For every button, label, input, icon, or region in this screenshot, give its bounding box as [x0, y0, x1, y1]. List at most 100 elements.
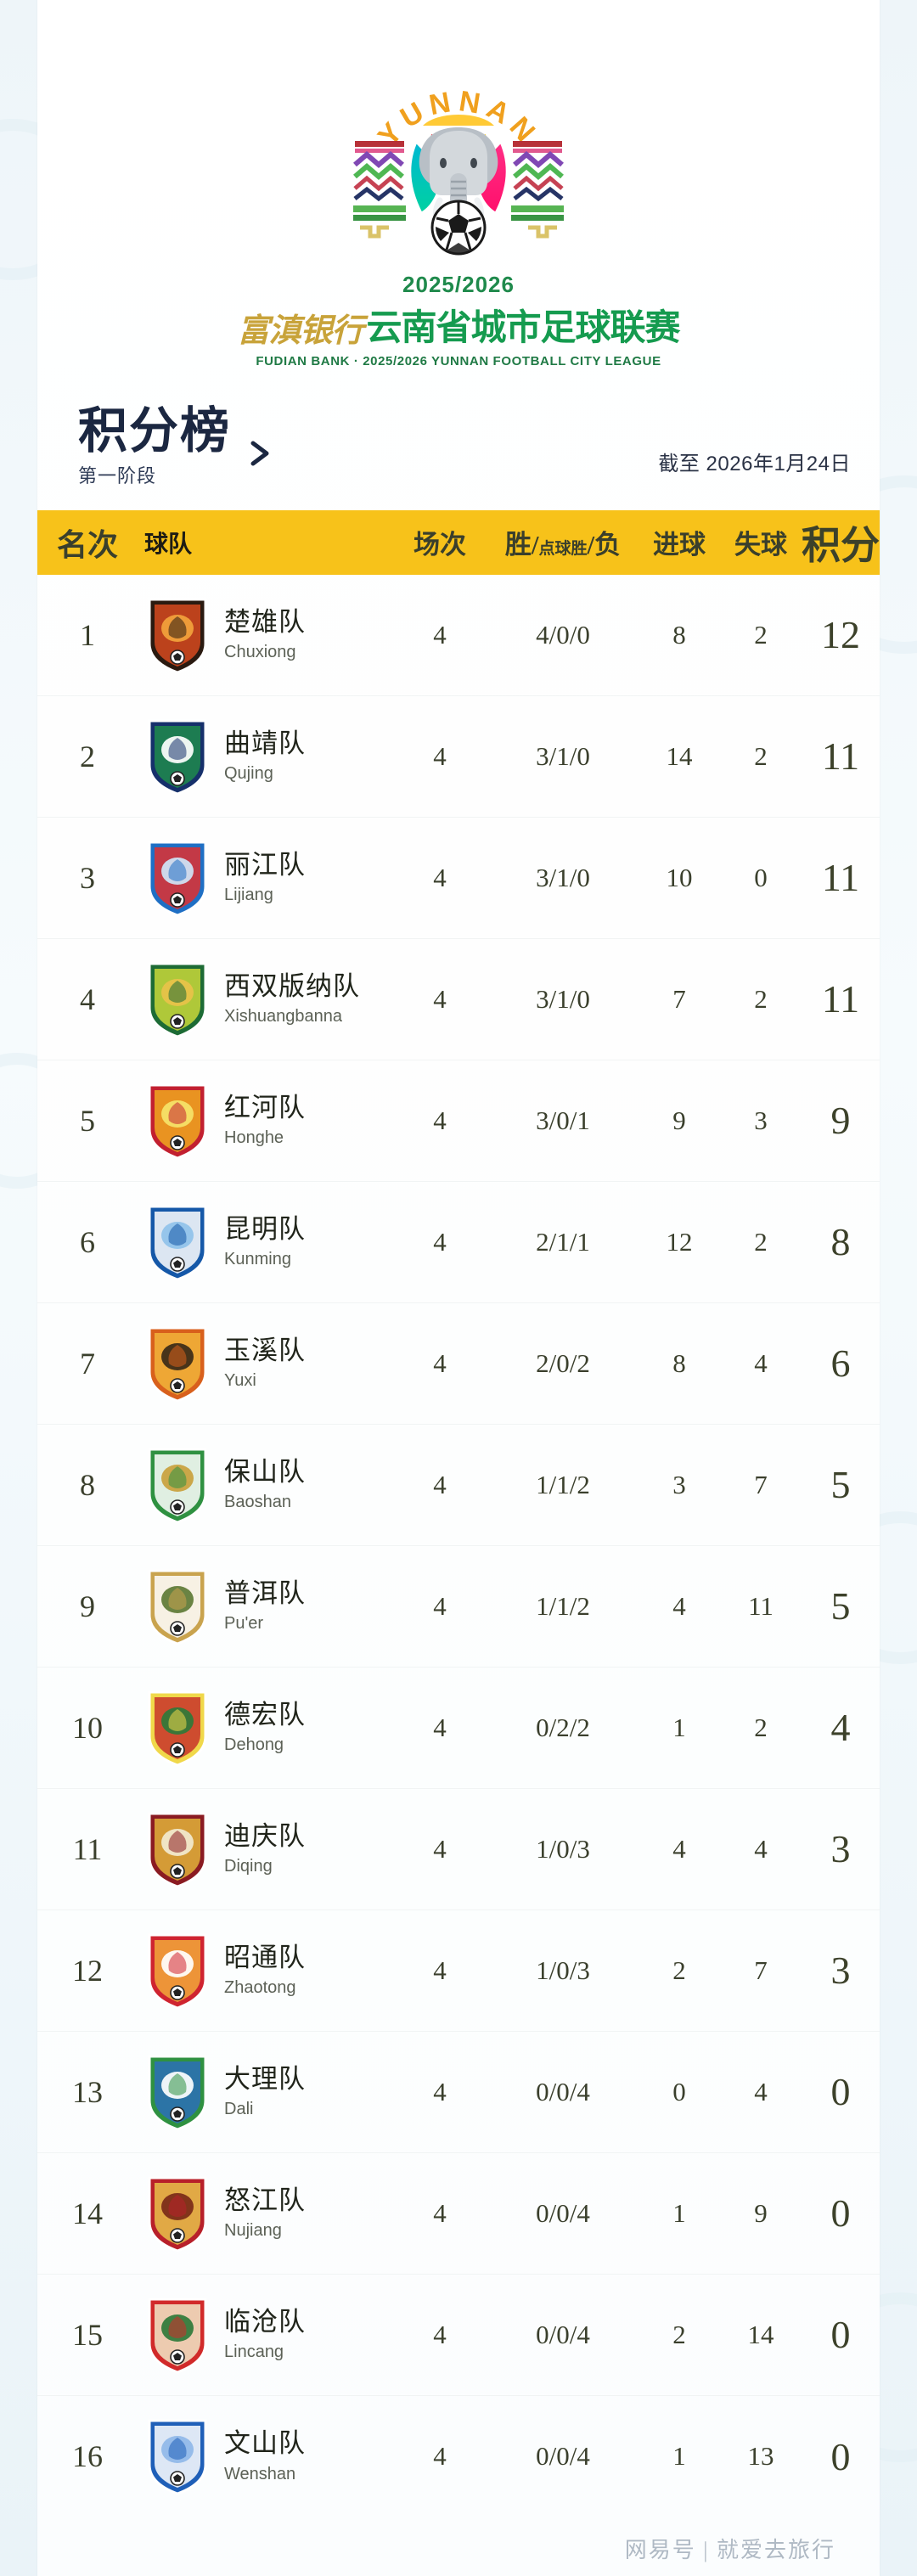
team-name-cn: 昭通队 [224, 1942, 306, 1972]
team-names: 昆明队 Kunming [224, 1214, 306, 1270]
cell-team: 保山队 Baoshan [138, 1444, 392, 1526]
cell-record: 1/1/2 [536, 1590, 590, 1621]
table-row[interactable]: 7 玉溪队 Yuxi 4 2/0/2 8 4 6 [37, 1303, 880, 1425]
table-row[interactable]: 4 西双版纳队 Xishuangbanna 4 3/1/0 7 2 11 [37, 939, 880, 1060]
cell-points: 11 [821, 734, 860, 779]
cell-played: 4 [433, 2319, 447, 2349]
team-name-cn: 保山队 [224, 1456, 306, 1487]
cell-record: 1/0/3 [536, 1954, 590, 1985]
cell-team: 德宏队 Dehong [138, 1687, 392, 1769]
team-names: 大理队 Dali [224, 2064, 306, 2120]
watermark: 网易号 | 就爱去旅行 [624, 2538, 835, 2562]
team-names: 昭通队 Zhaotong [224, 1943, 306, 1999]
table-row[interactable]: 6 昆明队 Kunming 4 2/1/1 12 2 8 [37, 1182, 880, 1303]
table-row[interactable]: 3 丽江队 Lijiang 4 3/1/0 10 0 11 [37, 818, 880, 939]
cell-rank: 4 [80, 981, 95, 1016]
cell-record: 1/1/2 [536, 1469, 590, 1499]
cell-points: 6 [830, 1341, 851, 1386]
cell-played: 4 [433, 619, 447, 650]
cell-team: 昭通队 Zhaotong [138, 1930, 392, 2011]
cell-rank: 6 [80, 1224, 95, 1259]
cell-points: 0 [830, 2434, 851, 2478]
baoshan-badge [144, 1444, 211, 1526]
kunming-badge [144, 1201, 211, 1283]
team-names: 曲靖队 Qujing [224, 728, 306, 785]
cell-points: 4 [830, 1706, 851, 1750]
cell-points: 11 [821, 977, 860, 1021]
table-row[interactable]: 9 普洱队 Pu'er 4 1/1/2 4 11 5 [37, 1546, 880, 1668]
cell-record: 4/0/0 [536, 619, 590, 650]
team-name-cn: 怒江队 [224, 2185, 306, 2215]
honghe-badge [144, 1080, 211, 1161]
lincang-badge [144, 2294, 211, 2376]
cell-record: 3/0/1 [536, 1105, 590, 1135]
team-name-en: Yuxi [224, 1371, 256, 1391]
table-row[interactable]: 13 大理队 Dali 4 0/0/4 0 4 0 [37, 2032, 880, 2153]
cell-points: 8 [830, 1220, 851, 1264]
table-row[interactable]: 11 迪庆队 Diqing 4 1/0/3 4 4 3 [37, 1789, 880, 1910]
cell-goals-for: 2 [672, 1954, 686, 1985]
cell-record: 3/1/0 [536, 862, 590, 892]
cell-team: 楚雄队 Chuxiong [138, 594, 392, 676]
table-row[interactable]: 2 曲靖队 Qujing 4 3/1/0 14 2 11 [37, 696, 880, 818]
cell-played: 4 [433, 1954, 447, 1985]
chuxiong-badge [144, 594, 211, 676]
team-names: 临沧队 Lincang [224, 2307, 306, 2363]
cell-goals-against: 3 [754, 1105, 768, 1135]
xishuangbanna-badge [144, 959, 211, 1040]
dehong-badge [144, 1687, 211, 1769]
table-row[interactable]: 12 昭通队 Zhaotong 4 1/0/3 2 7 3 [37, 1910, 880, 2032]
team-name-cn: 丽江队 [224, 849, 306, 880]
table-row[interactable]: 5 红河队 Honghe 4 3/0/1 9 3 9 [37, 1060, 880, 1182]
cell-goals-against: 2 [754, 1226, 768, 1257]
cell-record: 0/0/4 [536, 2197, 590, 2228]
dali-badge [144, 2051, 211, 2133]
cell-points: 0 [830, 2070, 851, 2114]
wenshan-badge [144, 2416, 211, 2497]
cell-rank: 14 [72, 2196, 103, 2230]
cell-points: 5 [830, 1463, 851, 1507]
team-name-en: Lincang [224, 2343, 284, 2362]
cell-rank: 5 [80, 1103, 95, 1138]
cell-team: 文山队 Wenshan [138, 2416, 392, 2497]
section-header-titles: 积分榜 第一阶段 [78, 405, 231, 488]
league-name-cn: 云南省城市足球联赛 [366, 307, 681, 347]
cell-rank: 8 [80, 1467, 95, 1502]
cell-points: 3 [830, 1949, 851, 1993]
diqing-badge [144, 1808, 211, 1890]
table-row[interactable]: 10 德宏队 Dehong 4 0/2/2 1 2 4 [37, 1668, 880, 1789]
cell-goals-against: 4 [754, 1833, 768, 1864]
section-header-left: 积分榜 第一阶段 [78, 405, 273, 488]
team-names: 玉溪队 Yuxi [224, 1336, 306, 1392]
table-row[interactable]: 15 临沧队 Lincang 4 0/0/4 2 14 0 [37, 2275, 880, 2396]
cell-goals-for: 1 [672, 2441, 686, 2472]
cell-points: 3 [830, 1827, 851, 1871]
cell-played: 4 [433, 2197, 447, 2228]
team-name-en: Lijiang [224, 886, 273, 905]
team-names: 迪庆队 Diqing [224, 1821, 306, 1877]
team-name-en: Honghe [224, 1128, 284, 1148]
chevron-right-icon[interactable] [245, 439, 273, 468]
cell-points: 0 [830, 2313, 851, 2357]
table-body: 1 楚雄队 Chuxiong 4 4/0/0 8 2 12 2 曲靖队 Qujing 4 3/1/0 14… [37, 575, 880, 2517]
team-name-en: Qujing [224, 764, 273, 784]
cell-played: 4 [433, 1712, 447, 1742]
table-row[interactable]: 14 怒江队 Nujiang 4 0/0/4 1 9 0 [37, 2153, 880, 2275]
record-win-label: 胜/ [504, 530, 539, 560]
cell-played: 4 [433, 1105, 447, 1135]
team-names: 文山队 Wenshan [224, 2428, 306, 2484]
team-names: 红河队 Honghe [224, 1093, 306, 1149]
column-header-goals-for: 进球 [653, 530, 706, 560]
column-header-record: 胜/点球胜/负 [487, 523, 639, 561]
table-row[interactable]: 1 楚雄队 Chuxiong 4 4/0/0 8 2 12 [37, 575, 880, 696]
table-row[interactable]: 16 文山队 Wenshan 4 0/0/4 1 13 0 [37, 2396, 880, 2517]
cell-played: 4 [433, 740, 447, 771]
cell-team: 怒江队 Nujiang [138, 2173, 392, 2254]
team-name-cn: 红河队 [224, 1092, 306, 1122]
team-name-en: Zhaotong [224, 1978, 296, 1998]
cell-goals-against: 11 [748, 1590, 774, 1621]
table-row[interactable]: 8 保山队 Baoshan 4 1/1/2 3 7 5 [37, 1425, 880, 1546]
sponsor-bank-name: 富滇银行 [237, 313, 363, 349]
cell-rank: 15 [72, 2317, 103, 2352]
league-title-cn: 富滇银行 云南省城市足球联赛 [237, 299, 681, 351]
